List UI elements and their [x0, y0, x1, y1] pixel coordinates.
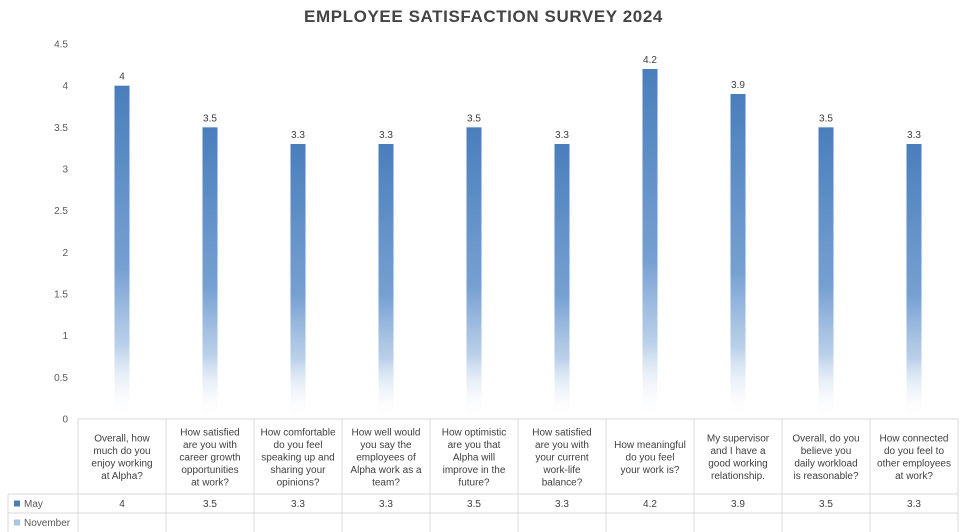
y-tick-label: 4.5 — [54, 40, 68, 51]
category-label: Overall, do you believe you daily workload… — [792, 434, 859, 483]
y-tick-label: 2.5 — [54, 206, 68, 217]
y-tick-label: 4 — [62, 81, 68, 92]
table-cell-may: 3.3 — [555, 499, 569, 510]
y-tick-label: 3.5 — [54, 123, 68, 134]
y-tick-label: 0 — [62, 415, 68, 426]
table-cell-may: 3.3 — [291, 499, 305, 510]
data-label-may: 3.5 — [203, 113, 217, 124]
y-tick-label: 1.5 — [54, 290, 68, 301]
category-label: How satisfied are you with your current wor… — [532, 427, 591, 488]
category-label: How meaningful do you feel your work is? — [614, 440, 686, 476]
category-label: How well would you say the employees of Alp… — [350, 427, 422, 488]
category-label: How optimistic are you that Alpha will impr… — [442, 427, 506, 488]
legend-label-may: May — [24, 499, 43, 510]
table-cell-may: 3.5 — [467, 499, 481, 510]
bar-series-may — [114, 69, 922, 420]
legend-key-may — [14, 500, 20, 507]
table-cell-may: 3.5 — [819, 499, 833, 510]
bar-may — [554, 144, 570, 419]
category-label: My supervisor and I have a good working rel… — [707, 434, 770, 483]
data-label-may: 3.5 — [467, 113, 481, 124]
data-label-may: 3.3 — [379, 130, 393, 141]
category-label: How satisfied are you with career growth op… — [179, 427, 240, 488]
bar-may — [290, 144, 306, 419]
data-label-may: 3.3 — [291, 130, 305, 141]
data-label-may: 4 — [119, 72, 125, 83]
table-cell-may: 4 — [119, 499, 125, 510]
data-labels: 4 3.5 3.3 3.3 3.5 3.3 4.2 3.9 3.5 3.3 — [119, 55, 921, 141]
category-label: How connected do you feel to other employe… — [877, 434, 951, 483]
y-tick-label: 2 — [62, 248, 68, 259]
data-label-may: 3.3 — [555, 130, 569, 141]
legend-key-november — [14, 519, 20, 526]
y-tick-label: 1 — [62, 331, 68, 342]
bar-may — [730, 94, 746, 419]
bar-may — [202, 127, 218, 419]
table-cell-may: 4.2 — [643, 499, 657, 510]
bar-may — [466, 127, 482, 419]
category-label: Overall, how much do you enjoy working at A… — [91, 434, 152, 483]
data-table: Overall, how much do you enjoy working at A… — [7, 419, 959, 532]
y-tick-label: 0.5 — [54, 373, 68, 384]
data-label-may: 3.9 — [731, 80, 745, 91]
y-tick-label: 3 — [62, 165, 68, 176]
bar-may — [378, 144, 394, 419]
legend-label-november: November — [24, 518, 71, 529]
data-label-may: 3.3 — [907, 130, 921, 141]
data-label-may: 3.5 — [819, 113, 833, 124]
category-label: How comfortable do you feel speaking up an… — [260, 427, 335, 488]
table-cell-may: 3.3 — [907, 499, 921, 510]
table-cell-may: 3.9 — [731, 499, 745, 510]
bar-may — [818, 127, 834, 419]
bar-may — [642, 69, 658, 419]
bar-may — [906, 144, 922, 419]
table-cell-may: 3.5 — [203, 499, 217, 510]
data-label-may: 4.2 — [643, 55, 657, 66]
bar-may — [114, 85, 130, 420]
chart-title: EMPLOYEE SATISFACTION SURVEY 2024 — [304, 7, 663, 26]
table-cell-may: 3.3 — [379, 499, 393, 510]
